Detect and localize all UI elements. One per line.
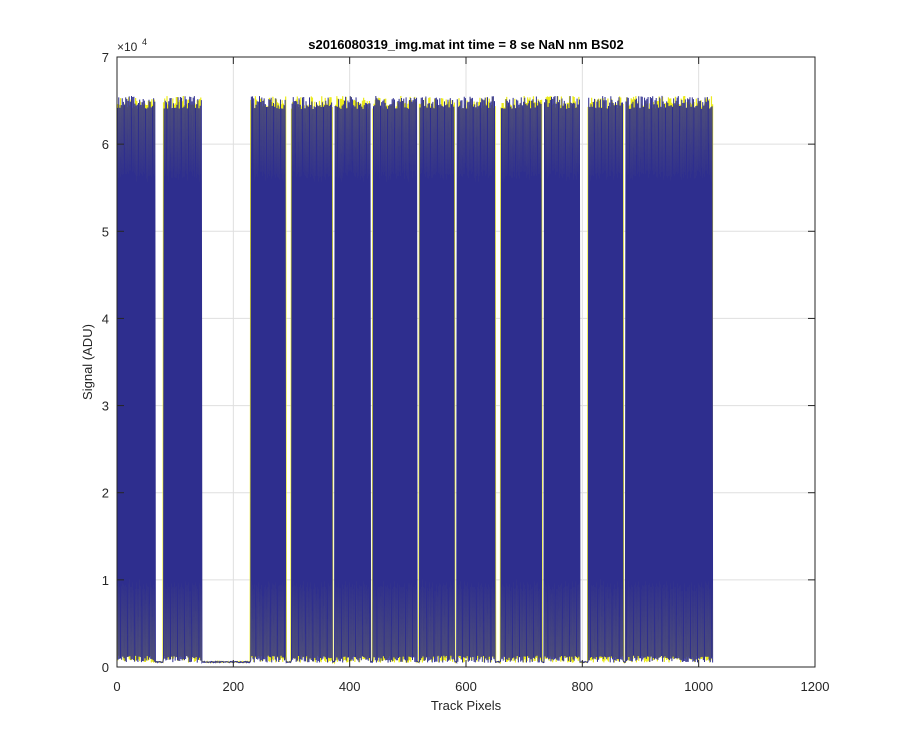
y-axis-label: Signal (ADU) [80,324,95,400]
x-axis-label: Track Pixels [431,698,502,713]
y-tick-label: 1 [102,573,109,588]
x-axis-ticks: 0 200 400 600 800 1000 1200 [113,57,829,694]
x-tick-label: 400 [339,679,361,694]
series-line-2 [116,95,714,664]
series-layer [116,95,714,665]
x-tick-label: 800 [571,679,593,694]
y-tick-label: 4 [102,311,109,326]
x-tick-label: 1200 [801,679,830,694]
y-exponent-base: ×10 [117,40,138,54]
x-tick-label: 1000 [684,679,713,694]
y-tick-label: 0 [102,660,109,675]
y-tick-label: 2 [102,486,109,501]
y-tick-label: 5 [102,224,109,239]
y-axis-ticks: 0 1 2 3 4 5 6 7 [102,50,815,675]
x-tick-label: 600 [455,679,477,694]
y-tick-label: 6 [102,137,109,152]
y-tick-label: 7 [102,50,109,65]
x-tick-label: 200 [222,679,244,694]
y-exponent-power: 4 [142,37,147,47]
x-tick-label: 0 [113,679,120,694]
chart-title: s2016080319_img.mat int time = 8 se NaN … [308,37,623,52]
y-tick-label: 3 [102,399,109,414]
